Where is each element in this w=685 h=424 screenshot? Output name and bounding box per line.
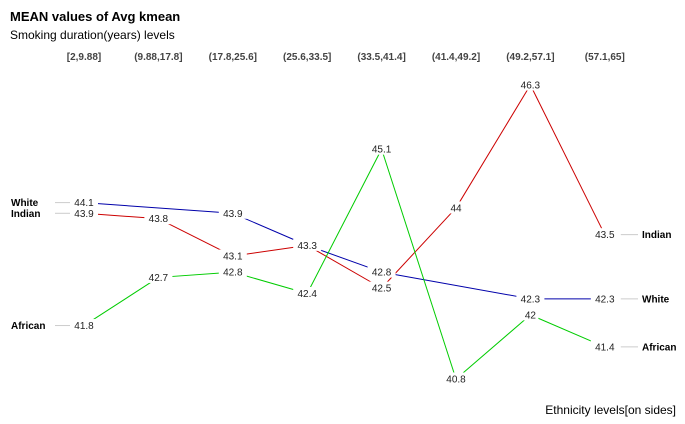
- african-value-label-bg: [590, 340, 619, 353]
- white-value-label-bg: [516, 292, 545, 305]
- indian-value-label-bg: [516, 78, 545, 91]
- african-value-label: 41.8: [74, 321, 94, 332]
- indian-value-label: 46.3: [521, 81, 541, 92]
- indian-right-label: Indian: [642, 230, 671, 241]
- category-label: (25.6,33.5]: [283, 52, 331, 63]
- indian-value-label: 43.8: [149, 214, 169, 225]
- indian-value-label-bg: [70, 206, 98, 219]
- african-right-label: African: [642, 342, 676, 353]
- chart-title: MEAN values of Avg kmean: [10, 9, 181, 24]
- category-label: (49.2,57.1]: [506, 52, 554, 63]
- indian-line-segment: [306, 244, 382, 289]
- chart-subtitle: Smoking duration(years) levels: [10, 28, 175, 42]
- african-value-label: 42.4: [297, 289, 317, 300]
- african-line-segment: [381, 148, 457, 380]
- white-value-label: 42.8: [372, 268, 392, 279]
- category-label: (9.88,17.8]: [134, 52, 182, 63]
- indian-value-label-bg: [448, 201, 464, 214]
- african-value-label: 42: [525, 310, 537, 321]
- african-value-label-bg: [70, 319, 98, 332]
- category-label: (17.8,25.6]: [209, 52, 257, 63]
- white-value-label-bg: [367, 265, 396, 278]
- african-value-label: 42.7: [149, 273, 169, 284]
- white-right-label: White: [642, 294, 670, 305]
- indian-value-label: 43.1: [223, 252, 243, 263]
- african-value-label-bg: [522, 308, 539, 321]
- african-value-label-bg: [144, 270, 173, 283]
- african-value-label-bg: [367, 142, 396, 155]
- african-value-label-bg: [442, 372, 470, 385]
- african-value-label: 42.8: [223, 268, 243, 279]
- white-line-segment: [83, 202, 233, 214]
- white-value-label: 44.1: [74, 198, 94, 209]
- african-line-segment: [306, 148, 383, 294]
- african-line-segment: [83, 277, 159, 326]
- white-value-label: 42.3: [595, 294, 615, 305]
- indian-value-label-bg: [144, 212, 173, 225]
- category-label: (33.5,41.4]: [357, 52, 405, 63]
- side-label-guides: [55, 202, 638, 348]
- white-left-label: White: [11, 198, 39, 209]
- indian-value-label: 43.9: [74, 209, 94, 220]
- indian-value-label-bg: [367, 281, 396, 294]
- white-value-label: 42.3: [521, 294, 541, 305]
- indian-line-segment: [455, 84, 531, 209]
- indian-line-segment: [529, 84, 606, 235]
- x-axis-label: Ethnicity levels[on sides]: [545, 403, 676, 417]
- category-label: (41.4,49.2]: [432, 52, 480, 63]
- african-left-label: African: [11, 321, 45, 332]
- african-value-label-bg: [218, 265, 247, 278]
- african-line-segment: [455, 314, 531, 380]
- white-value-label-bg: [590, 292, 619, 305]
- african-value-label-bg: [293, 286, 322, 299]
- african-value-label: 41.4: [595, 342, 615, 353]
- white-value-label-bg: [293, 238, 322, 251]
- indian-value-label: 43.5: [595, 230, 615, 241]
- category-label: [2,9.88]: [67, 52, 101, 63]
- series-lines: [83, 84, 606, 380]
- category-label: (57.1,65]: [585, 52, 625, 63]
- indian-value-label: 44: [450, 203, 462, 214]
- white-value-label: 43.3: [297, 241, 317, 252]
- indian-value-label-bg: [590, 228, 619, 241]
- white-value-label-bg: [70, 196, 98, 209]
- white-value-label-bg: [218, 206, 247, 219]
- indian-value-label-bg: [218, 249, 247, 262]
- indian-left-label: Indian: [11, 209, 40, 220]
- indian-value-label: 42.5: [372, 284, 392, 295]
- african-value-label: 45.1: [372, 145, 392, 156]
- african-value-label: 40.8: [446, 375, 466, 386]
- white-line-segment: [381, 271, 531, 300]
- white-value-label: 43.9: [223, 209, 243, 220]
